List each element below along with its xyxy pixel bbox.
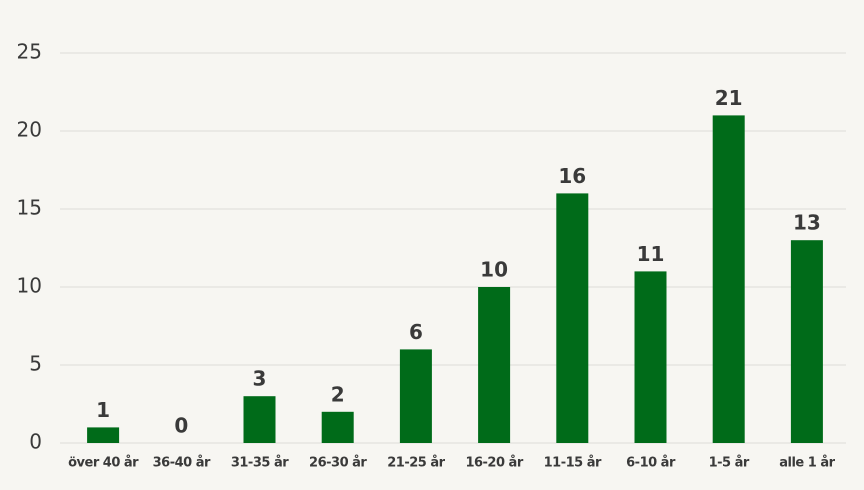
- x-tick-label: 36-40 år: [153, 456, 211, 471]
- y-tick-label: 0: [29, 430, 42, 454]
- y-tick-label: 20: [17, 118, 42, 142]
- x-tick-label: över 40 år: [68, 456, 139, 471]
- bar: [556, 193, 589, 443]
- y-tick-label: 10: [17, 274, 42, 298]
- x-tick-label: 11-15 år: [544, 456, 602, 471]
- value-label: 0: [174, 414, 188, 438]
- value-label: 16: [558, 164, 586, 188]
- bar: [790, 240, 823, 443]
- value-label: 3: [253, 367, 267, 391]
- bar: [321, 411, 354, 443]
- bar: [87, 427, 120, 443]
- bar: [399, 349, 432, 443]
- value-label: 1: [96, 398, 110, 422]
- y-tick-label: 5: [29, 352, 42, 376]
- bar: [712, 115, 745, 444]
- x-tick-label: 31-35 år: [231, 456, 289, 471]
- value-label: 6: [409, 320, 423, 344]
- value-label: 2: [331, 382, 345, 406]
- x-tick-label: 1-5 år: [709, 456, 750, 471]
- value-label: 13: [793, 211, 821, 235]
- x-tick-label: 21-25 år: [387, 456, 445, 471]
- bar: [478, 287, 511, 443]
- bar: [243, 396, 276, 443]
- value-label: 21: [715, 86, 743, 110]
- x-tick-label: alle 1 år: [779, 456, 835, 471]
- y-tick-label: 25: [17, 40, 42, 64]
- value-label: 11: [637, 242, 665, 266]
- y-tick-label: 15: [17, 196, 42, 220]
- x-tick-label: 26-30 år: [309, 456, 367, 471]
- x-tick-label: 6-10 år: [626, 456, 676, 471]
- bar: [634, 271, 667, 443]
- value-label: 10: [480, 258, 508, 282]
- x-tick-label: 16-20 år: [465, 456, 523, 471]
